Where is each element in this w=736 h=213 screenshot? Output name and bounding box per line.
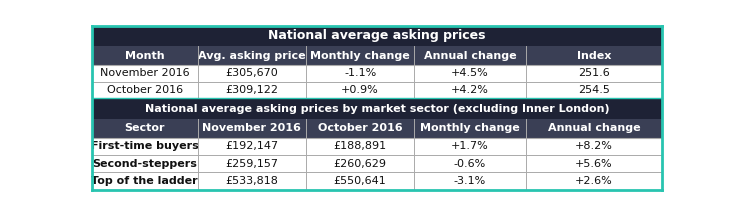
Text: October 2016: October 2016 [318,123,403,133]
Text: Monthly change: Monthly change [420,123,520,133]
Bar [197,155,306,172]
Text: £192,147: £192,147 [225,141,278,151]
Text: +5.6%: +5.6% [575,159,613,169]
Text: £260,629: £260,629 [333,159,386,169]
Text: -3.1%: -3.1% [454,176,486,186]
Bar [414,65,526,82]
Text: +2.6%: +2.6% [575,176,613,186]
Bar [526,82,662,98]
Bar [414,155,526,172]
Text: +0.9%: +0.9% [342,85,379,95]
Text: £188,891: £188,891 [333,141,386,151]
Bar [92,172,197,190]
Text: +8.2%: +8.2% [575,141,613,151]
Text: Avg. asking price: Avg. asking price [198,51,305,61]
Bar [197,119,306,138]
Text: -1.1%: -1.1% [344,68,376,78]
Bar [306,46,414,65]
Text: Month: Month [125,51,165,61]
Bar [306,119,414,138]
Text: November 2016: November 2016 [202,123,301,133]
Bar [526,138,662,155]
Text: National average asking prices: National average asking prices [269,29,486,42]
Bar [197,65,306,82]
Bar [197,82,306,98]
Text: Sector: Sector [124,123,165,133]
Bar [414,172,526,190]
Bar [92,82,197,98]
Text: £259,157: £259,157 [225,159,278,169]
Bar [414,82,526,98]
Text: -0.6%: -0.6% [454,159,486,169]
Bar [197,138,306,155]
Bar [92,119,197,138]
Bar [197,46,306,65]
Text: November 2016: November 2016 [100,68,190,78]
Text: Annual change: Annual change [424,51,516,61]
Text: 251.6: 251.6 [578,68,610,78]
Text: £305,670: £305,670 [225,68,278,78]
Text: £533,818: £533,818 [225,176,278,186]
Bar [306,138,414,155]
Text: Monthly change: Monthly change [310,51,410,61]
Bar [526,172,662,190]
Bar [526,46,662,65]
Bar [306,65,414,82]
Bar [197,172,306,190]
Text: October 2016: October 2016 [107,85,183,95]
Bar [414,138,526,155]
Text: £309,122: £309,122 [225,85,278,95]
Text: Second-steppers: Second-steppers [92,159,197,169]
Bar [92,65,197,82]
Bar [526,119,662,138]
Bar [306,82,414,98]
Text: Annual change: Annual change [548,123,640,133]
Bar [306,172,414,190]
Bar [306,155,414,172]
Text: 254.5: 254.5 [578,85,610,95]
Bar [92,26,662,46]
Text: £550,641: £550,641 [333,176,386,186]
Bar [92,155,197,172]
Bar [414,46,526,65]
Bar [526,155,662,172]
Bar [526,65,662,82]
Text: National average asking prices by market sector (excluding Inner London): National average asking prices by market… [145,104,609,114]
Bar [92,46,197,65]
Text: First-time buyers: First-time buyers [91,141,199,151]
Bar [414,119,526,138]
Text: +1.7%: +1.7% [451,141,489,151]
Text: Index: Index [577,51,611,61]
Text: Top of the ladder: Top of the ladder [91,176,198,186]
Bar [92,138,197,155]
Text: +4.2%: +4.2% [451,85,489,95]
Bar [92,98,662,119]
Text: +4.5%: +4.5% [451,68,489,78]
